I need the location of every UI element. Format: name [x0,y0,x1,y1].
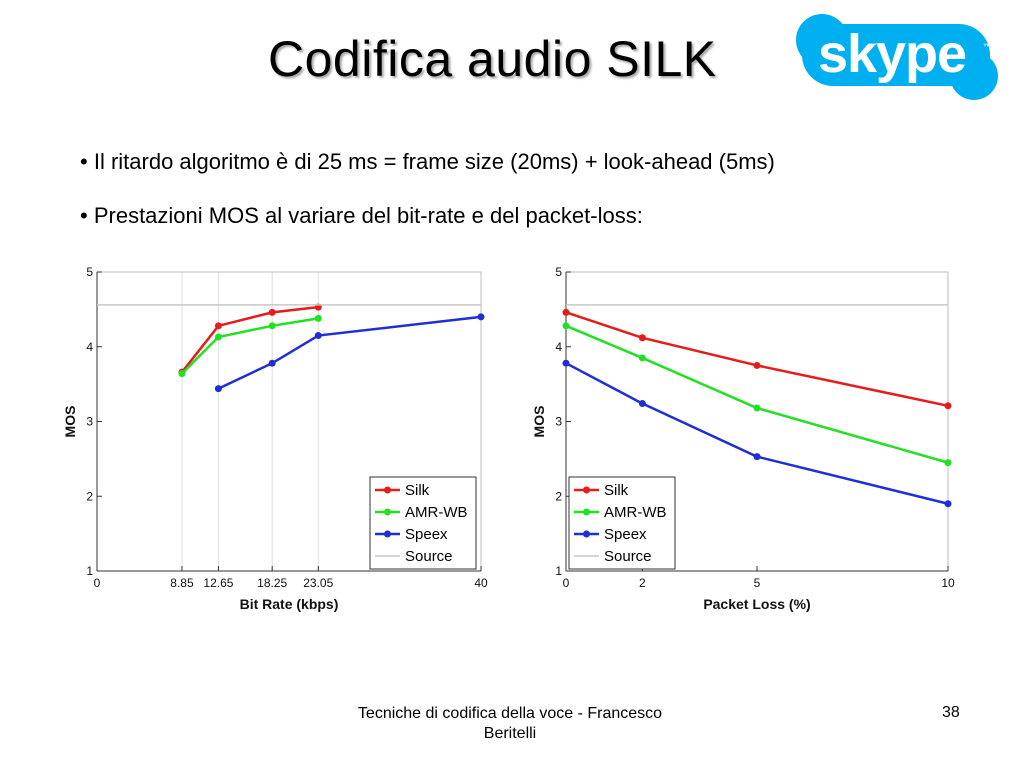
chart1-legend-label-speex: Speex [604,526,647,543]
chart0-series-amr-wb-point [178,370,186,378]
chart0-series-amr-wb-point [268,322,276,330]
chart1-ytick-label: 2 [555,489,562,503]
chart1-legend-label-source: Source [604,548,652,565]
skype-logo: skype ™ [796,14,998,100]
chart0-series-speex-point [314,332,322,340]
slide-title: Codifica audio SILK [268,31,717,87]
skype-logo-text: skype [818,24,966,84]
chart1-series-speex-point [638,400,646,408]
chart0-ytick-label: 2 [86,489,93,503]
page-number: 38 [942,704,960,721]
chart0-x-axis-label: Bit Rate (kbps) [240,596,339,612]
skype-logo-bubbles [796,14,998,100]
chart0-ytick-label: 5 [86,265,93,279]
chart1-legend-marker-amr-wb [583,508,590,516]
chart0-series-silk-point [214,322,222,330]
chart1-y-axis-label: MOS [531,406,547,438]
chart0-legend-marker-speex [384,530,391,538]
chart1-ytick-label: 5 [555,265,562,279]
chart0-xtick-label: 12.65 [203,576,233,590]
chart0-xtick-label: 0 [94,576,101,590]
chart0-y-axis-label: MOS [62,406,78,438]
chart0-series-speex-point [214,385,222,393]
chart0-xtick-label: 18.25 [257,576,287,590]
chart1-series-amr-wb-point [562,322,570,330]
chart0-series-speex-point [477,313,485,321]
chart0-legend-marker-amr-wb [384,508,391,516]
chart1-xtick-label: 2 [639,576,646,590]
chart1-legend-label-amr-wb: AMR-WB [604,504,667,521]
bullet-item: Prestazioni MOS al variare del bit-rate … [80,202,775,230]
chart1-xtick-label: 10 [941,576,955,590]
chart0-series-amr-wb-point [314,314,322,322]
chart0-ytick-label: 3 [86,415,93,429]
chart1-series-amr-wb-point [944,459,952,467]
chart1-ytick-label: 4 [555,340,562,354]
chart1-xtick-label: 0 [563,576,570,590]
chart0-ytick-label: 4 [86,340,93,354]
bullet-item: Il ritardo algoritmo è di 25 ms = frame … [80,148,775,176]
chart0-series-amr-wb-point [214,333,222,341]
chart1-series-amr-wb-point [638,354,646,362]
chart1-x-axis-label: Packet Loss (%) [703,596,810,612]
chart1-series-speex-point [562,359,570,367]
chart0-series-silk-line [180,305,319,373]
chart0-legend-label-silk: Silk [405,482,430,499]
chart1-series-speex-point [944,500,952,508]
chart0-legend: Silk AMR-WB Speex Source [369,476,477,570]
chart1-series-silk-point [562,308,570,316]
chart0-xtick-label: 40 [474,576,488,590]
chart1-legend-label-silk: Silk [604,482,629,499]
chart1-series-silk-point [944,402,952,410]
chart0-ytick-label: 1 [86,564,93,578]
chart1-series-speex-line [565,362,949,505]
chart1-xtick-label: 5 [754,576,761,590]
chart0-xtick-label: 8.85 [170,576,194,590]
bullet-list: Il ritardo algoritmo è di 25 ms = frame … [80,148,775,256]
chart1-series-silk-line [565,311,949,408]
chart1-series-silk-point [753,361,761,369]
chart1-series-amr-wb-point [753,404,761,412]
chart0-xtick-label: 23.05 [303,576,333,590]
skype-trademark: ™ [983,42,992,52]
chart0-legend-label-amr-wb: AMR-WB [405,504,468,521]
chart1-series-speex-point [753,453,761,461]
chart1-ytick-label: 3 [555,415,562,429]
chart1-legend-marker-speex [583,530,590,538]
chart0-legend-label-source: Source [405,548,453,565]
chart0-series-speex-line [217,315,482,390]
chart1-legend: Silk AMR-WB Speex Source [568,476,676,570]
chart0-legend-label-speex: Speex [405,526,448,543]
chart0-legend-marker-silk [384,486,391,494]
chart0-series-speex-point [268,359,276,367]
chart1-ytick-label: 1 [555,564,562,578]
footer-text: Tecniche di codifica della voce - France… [357,705,663,742]
chart0-series-silk-point [268,308,276,316]
chart1-series-amr-wb-line [565,324,949,464]
chart1-legend-marker-silk [583,486,590,494]
chart0-series-amr-wb-line [181,317,319,375]
chart1-series-silk-point [638,334,646,342]
